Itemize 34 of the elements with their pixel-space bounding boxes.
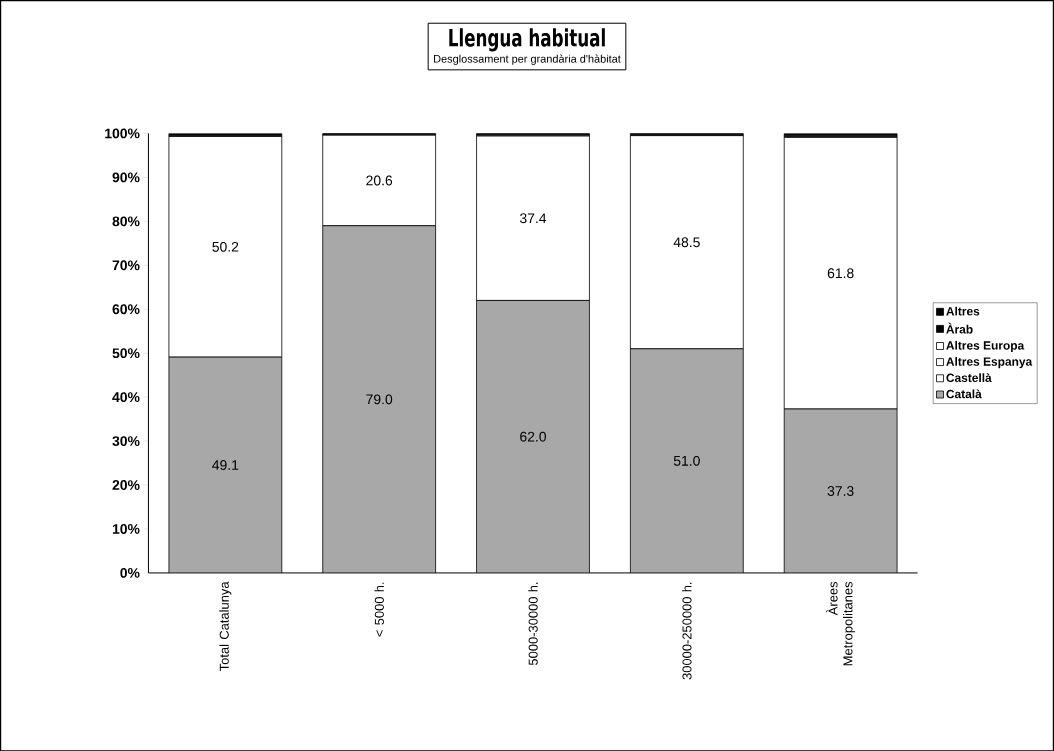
data-label: 51.0	[673, 455, 700, 466]
data-label: 62.0	[520, 431, 547, 442]
x-tick-label: Total Catalunya	[219, 581, 232, 671]
chart-subtitle: Desglossament per grandària d'hàbitat	[434, 54, 621, 65]
legend-label: Altres Europa	[946, 340, 1025, 352]
data-label: 79.0	[366, 394, 393, 405]
legend-label: Castellà	[946, 373, 992, 382]
data-label: 37.4	[519, 213, 547, 224]
y-tick-label: 40%	[112, 392, 140, 402]
data-label: 61.8	[827, 268, 854, 278]
y-tick-label: 80%	[112, 216, 140, 227]
data-label: 37.3	[827, 485, 854, 496]
y-tick-label: 70%	[112, 260, 140, 271]
legend-label: Català	[946, 389, 982, 399]
data-label: 49.1	[212, 459, 239, 470]
y-tick-label: 30%	[112, 435, 140, 446]
legend-label: Altres	[946, 306, 980, 316]
legend-label: Àrab	[946, 322, 973, 334]
data-label: 48.5	[673, 237, 700, 247]
y-tick-label: 60%	[112, 304, 140, 315]
y-tick-label: 10%	[112, 523, 140, 534]
chart-title: Llengua habitual	[449, 28, 605, 52]
x-tick-label: < 5000 h.	[374, 582, 384, 637]
data-label: 50.2	[212, 241, 239, 252]
y-tick-label: 0%	[120, 567, 140, 578]
y-tick-label: 90%	[112, 172, 140, 183]
x-tick-label: Àrees Metropolitanes	[826, 581, 856, 666]
data-label: 20.6	[366, 175, 393, 186]
y-tick-label: 100%	[105, 128, 140, 139]
y-tick-label: 20%	[112, 479, 140, 490]
y-tick-label: 50%	[112, 348, 140, 358]
x-tick-label: 30000-250000 h.	[682, 582, 692, 680]
legend-label: Altres Espanya	[946, 356, 1033, 369]
x-tick-label: 5000-30000 h.	[528, 582, 538, 665]
